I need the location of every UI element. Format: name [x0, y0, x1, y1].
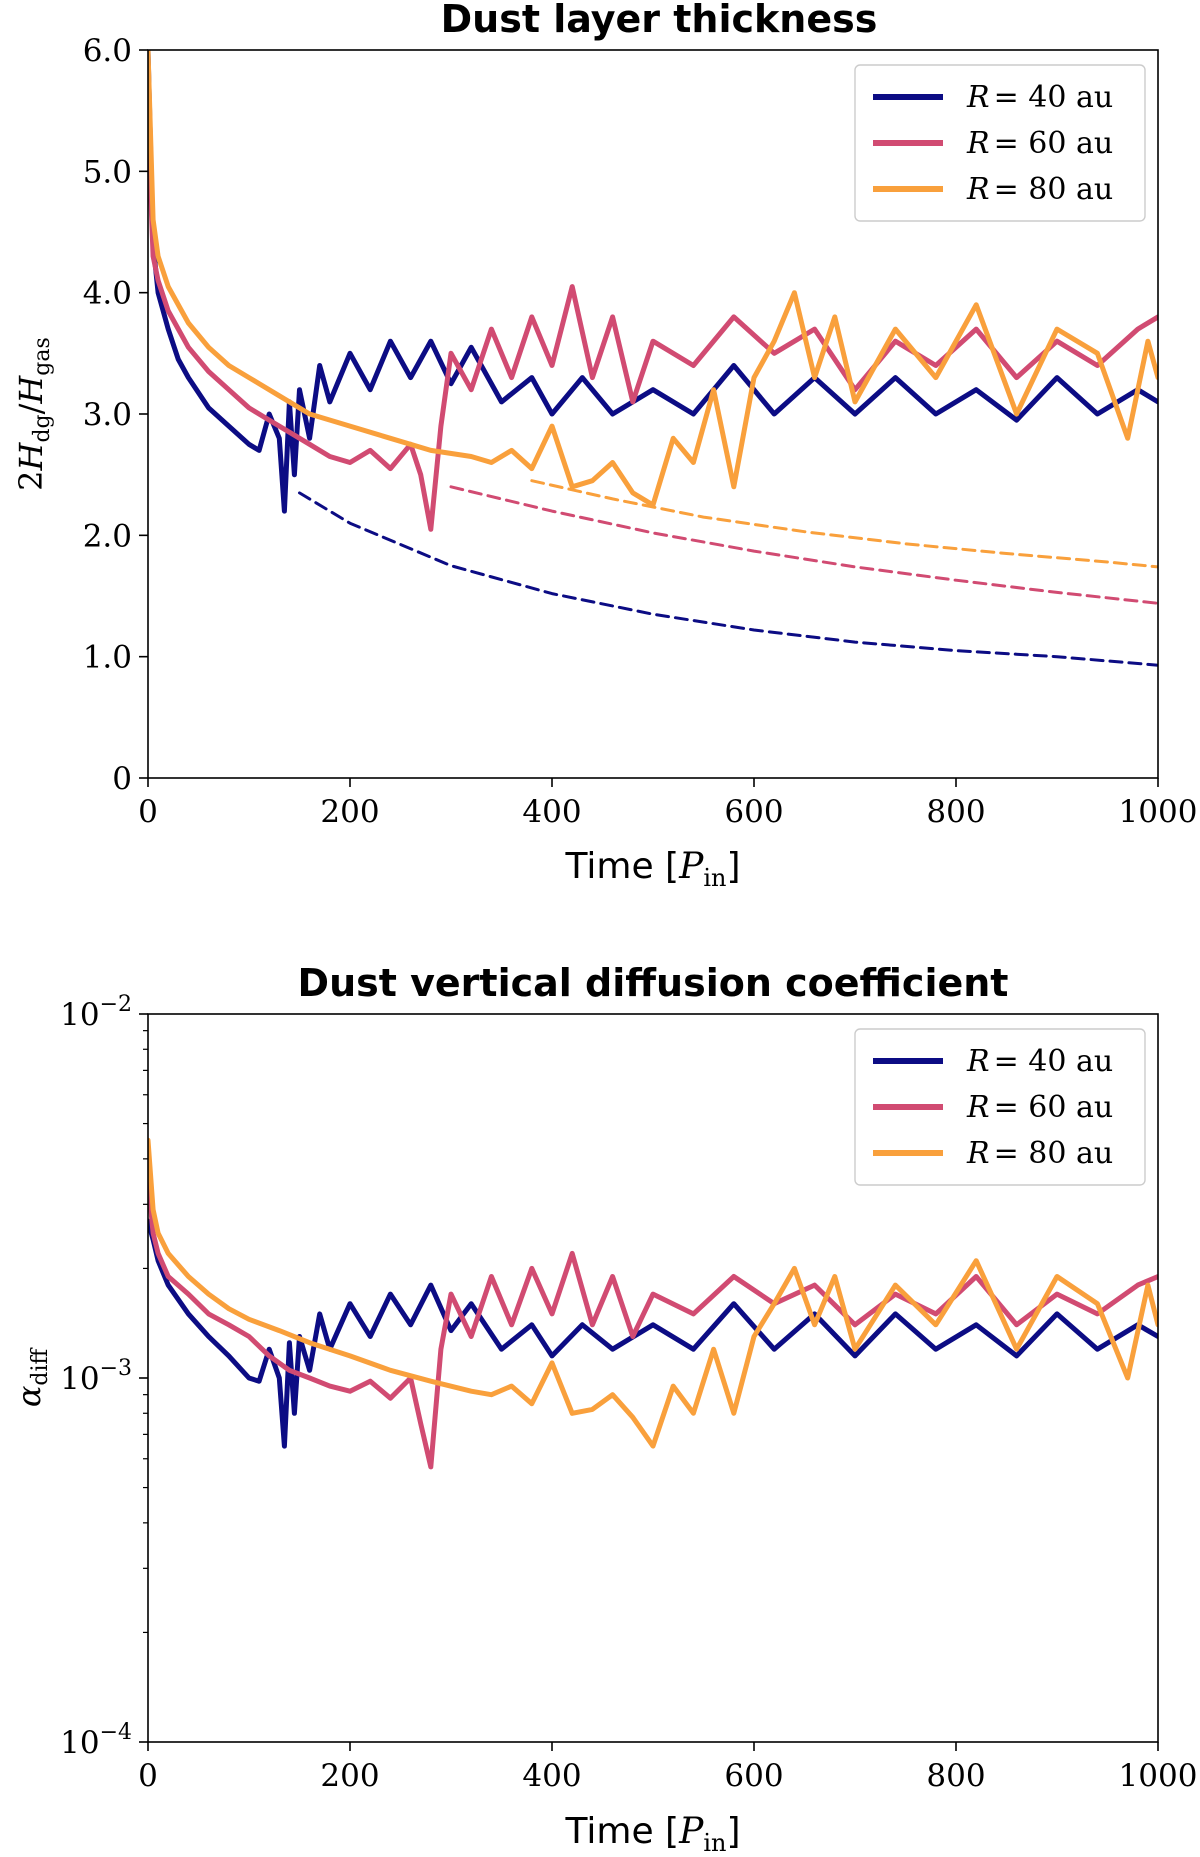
series-line-2	[148, 120, 1158, 532]
y-axis: 10−4 10−3 10−2	[60, 992, 148, 1761]
series-line-4	[148, 50, 1158, 508]
y-tick-label: 1.0	[83, 640, 132, 676]
x-tick-label: 1000	[1119, 794, 1198, 830]
y-tick-label: 2.0	[83, 518, 132, 554]
series-line-dashed-5	[530, 479, 1158, 569]
x-tick-label: 800	[926, 1758, 985, 1794]
y-tick-label: 5.0	[83, 154, 132, 190]
y-tick-label: 6.0	[83, 33, 132, 69]
legend-box	[854, 64, 1146, 222]
plot-area	[148, 1137, 1158, 1470]
legend-label: R = 40 au	[966, 1044, 1113, 1079]
y-tick-label: 4.0	[83, 276, 132, 312]
y-axis-label: 2Hdg/Hgas	[12, 337, 55, 491]
x-axis-label: Time [Pin]	[564, 846, 740, 892]
chart-title: Dust layer thickness	[441, 0, 878, 41]
series-line-1	[148, 1177, 1158, 1470]
y-axis-label: αdiff	[10, 1347, 53, 1407]
legend-label: R = 80 au	[966, 1136, 1113, 1171]
x-tick-label: 800	[926, 794, 985, 830]
y-tick-label: 10−2	[60, 992, 132, 1033]
x-tick-label: 400	[522, 794, 581, 830]
series-line-dashed-3	[449, 485, 1158, 605]
plot-area	[148, 50, 1158, 667]
y-tick-label: 10−3	[60, 1356, 132, 1397]
x-axis-label: Time [Pin]	[564, 1811, 740, 1857]
legend: R = 40 au R = 60 au R = 80 au	[854, 1028, 1146, 1186]
legend-box	[854, 1028, 1146, 1186]
x-tick-label: 0	[138, 794, 158, 830]
x-axis: 0 200 400 600 800 1000	[138, 1742, 1197, 1794]
legend-label: R = 40 au	[966, 80, 1113, 115]
series-line-dashed-1	[298, 491, 1158, 667]
chart-dust-vertical-diffusion: Dust vertical diffusion coefficient 0 200…	[10, 961, 1197, 1857]
series-line-2	[148, 1137, 1158, 1449]
y-tick-label: 10−4	[60, 1720, 132, 1761]
series-line-0	[148, 50, 1158, 514]
y-axis: 0 1.0 2.0 3.0 4.0 5.0 6.0	[83, 33, 148, 797]
x-tick-label: 1000	[1119, 1758, 1198, 1794]
legend-label: R = 60 au	[966, 126, 1113, 161]
series-line-0	[148, 1218, 1158, 1449]
x-tick-label: 0	[138, 1758, 158, 1794]
x-tick-label: 200	[320, 1758, 379, 1794]
legend: R = 40 au R = 60 au R = 80 au	[854, 64, 1146, 222]
y-tick-label: 3.0	[83, 397, 132, 433]
legend-label: R = 80 au	[966, 172, 1113, 207]
x-tick-label: 600	[724, 794, 783, 830]
x-axis: 0 200 400 600 800 1000	[138, 778, 1197, 830]
y-tick-label: 0	[112, 761, 132, 797]
x-tick-label: 400	[522, 1758, 581, 1794]
chart-title: Dust vertical diffusion coefficient	[298, 961, 1009, 1005]
legend-label: R = 60 au	[966, 1090, 1113, 1125]
chart-dust-layer-thickness: Dust layer thickness 0 200 400 600 800 1000 0…	[12, 0, 1197, 892]
x-tick-label: 200	[320, 794, 379, 830]
x-tick-label: 600	[724, 1758, 783, 1794]
